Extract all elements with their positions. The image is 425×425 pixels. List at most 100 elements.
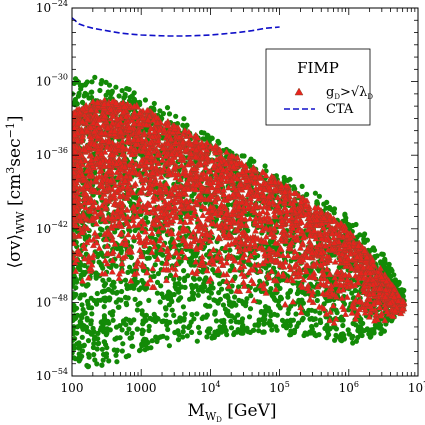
scatter-point — [189, 228, 197, 235]
scatter-point — [101, 315, 108, 321]
scatter-point — [88, 318, 94, 324]
scatter-point — [189, 311, 195, 318]
scatter-point — [124, 330, 130, 336]
scatter-point — [316, 332, 322, 338]
scatter-point — [235, 312, 241, 318]
scatter-point — [164, 322, 170, 328]
scatter-point — [72, 355, 77, 361]
scatter-point — [246, 215, 254, 222]
scatter-point — [147, 245, 153, 252]
scatter-point — [129, 93, 135, 99]
scatter-point — [304, 191, 310, 197]
scatter-point — [72, 316, 78, 322]
scatter-point — [197, 330, 203, 336]
scatter-point — [324, 335, 330, 341]
scatter-point — [350, 340, 356, 346]
scatter-point — [129, 330, 135, 336]
scatter-point — [196, 276, 203, 282]
scatter-point — [195, 324, 202, 330]
scatter-point — [251, 248, 259, 256]
scatter-point — [84, 298, 91, 304]
scatter-point — [113, 84, 119, 90]
scatter-point — [267, 238, 274, 244]
scatter-point — [106, 358, 112, 364]
scatter-point — [181, 324, 187, 330]
scatter-point — [251, 158, 257, 164]
scatter-point — [321, 301, 327, 307]
scatter-point — [131, 317, 137, 323]
scatter-point — [324, 327, 330, 333]
scatter-point — [252, 255, 258, 261]
scatter-point — [101, 148, 109, 155]
scatter-point — [153, 334, 159, 340]
scatter-point — [192, 258, 200, 265]
scatter-point — [72, 336, 78, 342]
scatter-point — [180, 304, 186, 310]
scatter-point — [200, 288, 206, 294]
scatter-point — [176, 331, 182, 338]
scatter-point — [181, 277, 188, 284]
scatter-point — [219, 286, 225, 292]
scatter-point — [247, 306, 254, 312]
scatter-point — [206, 275, 214, 282]
scatter-point — [224, 332, 230, 338]
scatter-point — [98, 194, 106, 201]
scatter-point — [152, 262, 158, 268]
scatter-point — [122, 93, 128, 99]
scatter-point — [164, 105, 171, 111]
scatter-point — [91, 352, 97, 358]
scatter-point — [142, 339, 148, 345]
scatter-point — [149, 338, 155, 344]
scatter-point — [154, 290, 160, 296]
scatter-point — [72, 343, 77, 349]
scatter-point — [284, 273, 290, 279]
scatter-point — [296, 289, 302, 295]
scatter-point — [195, 292, 201, 298]
scatter-point — [281, 177, 287, 183]
scatter-point — [333, 307, 339, 313]
scatter-point — [155, 316, 161, 322]
scatter-point — [72, 267, 80, 274]
scatter-point — [309, 307, 315, 313]
scatter-point — [213, 318, 220, 324]
scatter-point — [340, 322, 346, 329]
scatter-point — [203, 275, 209, 281]
scatter-point — [161, 197, 169, 205]
scatter-point — [198, 284, 204, 290]
scatter-point — [401, 287, 407, 293]
scatter-point — [119, 288, 125, 295]
scatter-point — [227, 247, 233, 253]
scatter-point — [209, 246, 217, 253]
scatter-point — [149, 264, 157, 272]
scatter-point — [156, 186, 164, 193]
scatter-point — [91, 341, 97, 347]
scatter-point — [367, 308, 374, 316]
scatter-point — [239, 327, 245, 333]
scatter-point — [175, 337, 182, 343]
scatter-point — [118, 297, 124, 303]
scatter-point — [228, 325, 235, 331]
scatter-point — [142, 97, 148, 103]
scatter-point — [358, 332, 364, 338]
scatter-point — [293, 311, 299, 317]
scatter-point — [152, 253, 158, 260]
scatter-point — [130, 194, 136, 200]
scatter-point — [378, 260, 384, 266]
scatter-point — [190, 296, 197, 302]
scatter-point — [216, 290, 222, 296]
scatter-point — [78, 277, 86, 284]
scatter-point — [74, 330, 80, 336]
scatter-point — [299, 317, 305, 323]
scatter-point — [355, 328, 361, 334]
scatter-point — [97, 87, 103, 94]
scatter-point — [79, 312, 86, 318]
scatter-point — [101, 339, 107, 345]
scatter-point — [166, 111, 173, 117]
scatter-point — [244, 325, 250, 331]
scatter-point — [93, 239, 101, 246]
scatter-point — [139, 308, 145, 314]
scatter-point — [134, 199, 142, 207]
scatter-point — [176, 175, 184, 183]
scatter-point — [252, 287, 259, 293]
